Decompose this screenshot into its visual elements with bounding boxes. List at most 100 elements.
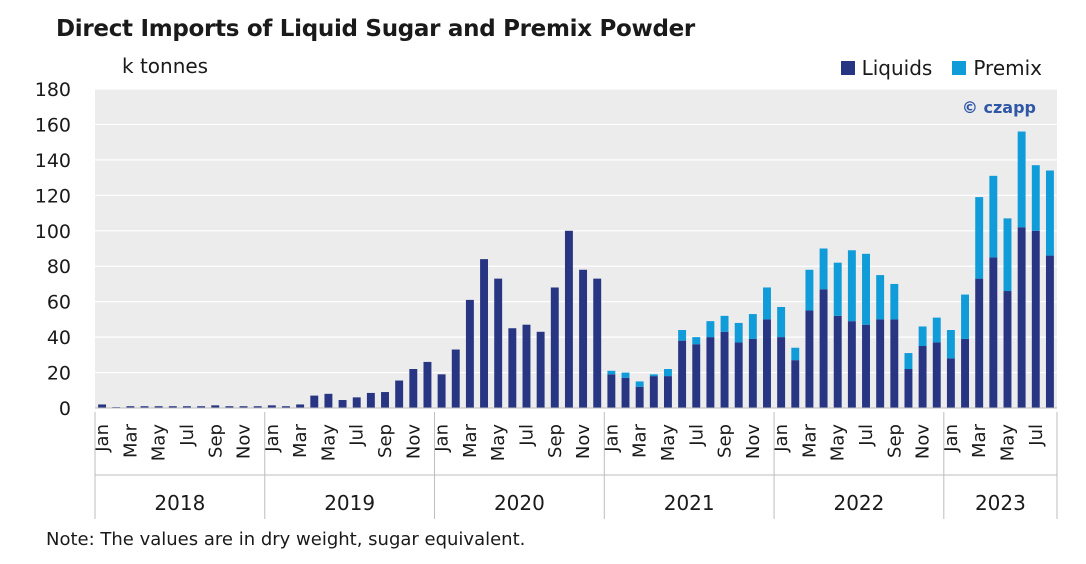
bar-premix [833,262,842,316]
x-tick-label: Mar [120,423,141,458]
bar-premix [734,322,743,343]
y-axis-unit-label: k tonnes [122,54,209,78]
bar-premix [607,370,616,375]
bar-liquids [197,406,206,408]
bar-liquids [253,406,262,408]
bar-liquids [465,299,474,408]
bar-premix [847,250,856,322]
bar-premix [763,287,771,320]
bar-liquids [663,376,672,408]
bar-liquids [678,340,687,408]
legend: Liquids Premix [821,56,1042,80]
bar-premix [663,369,672,377]
bar-premix [1003,218,1012,292]
watermark-logo: © czapp [962,98,1036,117]
bar-liquids [267,405,276,408]
plot-area [95,89,1057,408]
y-tick-label: 20 [47,363,71,385]
year-label: 2019 [324,491,375,515]
bar-premix [649,374,658,377]
bar-liquids [239,406,248,408]
x-tick-label: Sep [715,424,736,458]
chart-title: Direct Imports of Liquid Sugar and Premi… [56,16,695,42]
x-tick-label: May [149,424,170,462]
legend-swatch-liquids [840,61,855,75]
x-tick-label: Jul [177,424,198,447]
x-tick-label: Mar [969,423,990,458]
x-tick-label: Sep [205,424,226,458]
x-tick-label: Nov [573,424,594,459]
x-tick-label: Jan [262,424,283,453]
y-tick-label: 80 [47,256,71,278]
bar-premix [692,337,701,345]
bar-liquids [536,331,545,408]
x-tick-label: Nov [743,424,764,459]
bar-liquids [282,406,290,408]
bar-liquids [989,257,998,408]
x-tick-label: Jul [347,424,368,447]
bar-premix [805,269,814,311]
x-tick-label: Jul [1026,424,1047,447]
bar-liquids [890,319,899,408]
x-tick-label: Mar [460,423,481,458]
x-tick-label: Jan [941,424,962,453]
bar-premix [876,275,885,320]
bar-liquids [168,406,177,408]
x-tick-label: Nov [913,424,934,459]
bar-liquids [395,380,404,408]
y-tick-label: 140 [35,150,71,172]
x-tick-label: May [997,424,1018,462]
x-tick-label: Sep [375,424,396,458]
legend-swatch-premix [952,61,967,75]
bar-liquids [126,406,135,408]
legend-label-liquids: Liquids [861,56,933,80]
bar-liquids [1045,255,1054,408]
bar-liquids [918,345,927,408]
bar-liquids [522,324,531,408]
bar-premix [748,314,757,339]
bar-liquids [720,331,729,408]
bar-liquids [437,374,446,408]
bar-liquids [154,406,163,408]
bar-premix [819,248,828,290]
bar-liquids [564,230,573,408]
bar-premix [904,353,913,370]
x-tick-label: Jan [92,424,113,453]
bar-liquids [635,386,644,408]
year-label: 2023 [975,491,1026,515]
bar-liquids [338,400,347,408]
x-tick-label: Mar [290,423,311,458]
bar-liquids [508,328,517,408]
x-tick-label: Jul [516,424,537,447]
bar-premix [1045,170,1054,256]
bar-liquids [791,360,800,408]
bar-liquids [593,278,602,408]
bar-liquids [366,392,375,408]
y-tick-label: 100 [35,221,71,243]
bar-liquids [494,278,503,408]
bar-premix [989,175,998,258]
y-tick-label: 40 [47,327,71,349]
x-tick-label: Jan [601,424,622,453]
bar-premix [975,197,984,279]
bar-liquids [876,319,885,408]
y-tick-label: 180 [35,79,71,101]
bar-liquids [734,342,743,408]
bar-liquids [862,324,870,408]
bar-liquids [607,374,616,408]
x-tick-label: Jan [771,424,792,453]
bar-liquids [833,315,842,408]
bar-liquids [692,344,701,408]
bar-liquids [423,361,432,408]
x-tick-label: Sep [545,424,566,458]
bar-liquids [706,337,715,408]
bar-premix [932,317,941,343]
bar-liquids [211,405,220,408]
year-label: 2018 [154,491,205,515]
bar-premix [777,306,786,338]
x-tick-label: Mar [799,423,820,458]
x-tick-label: May [318,424,339,462]
bar-liquids [847,321,856,408]
x-tick-label: Nov [234,424,255,459]
